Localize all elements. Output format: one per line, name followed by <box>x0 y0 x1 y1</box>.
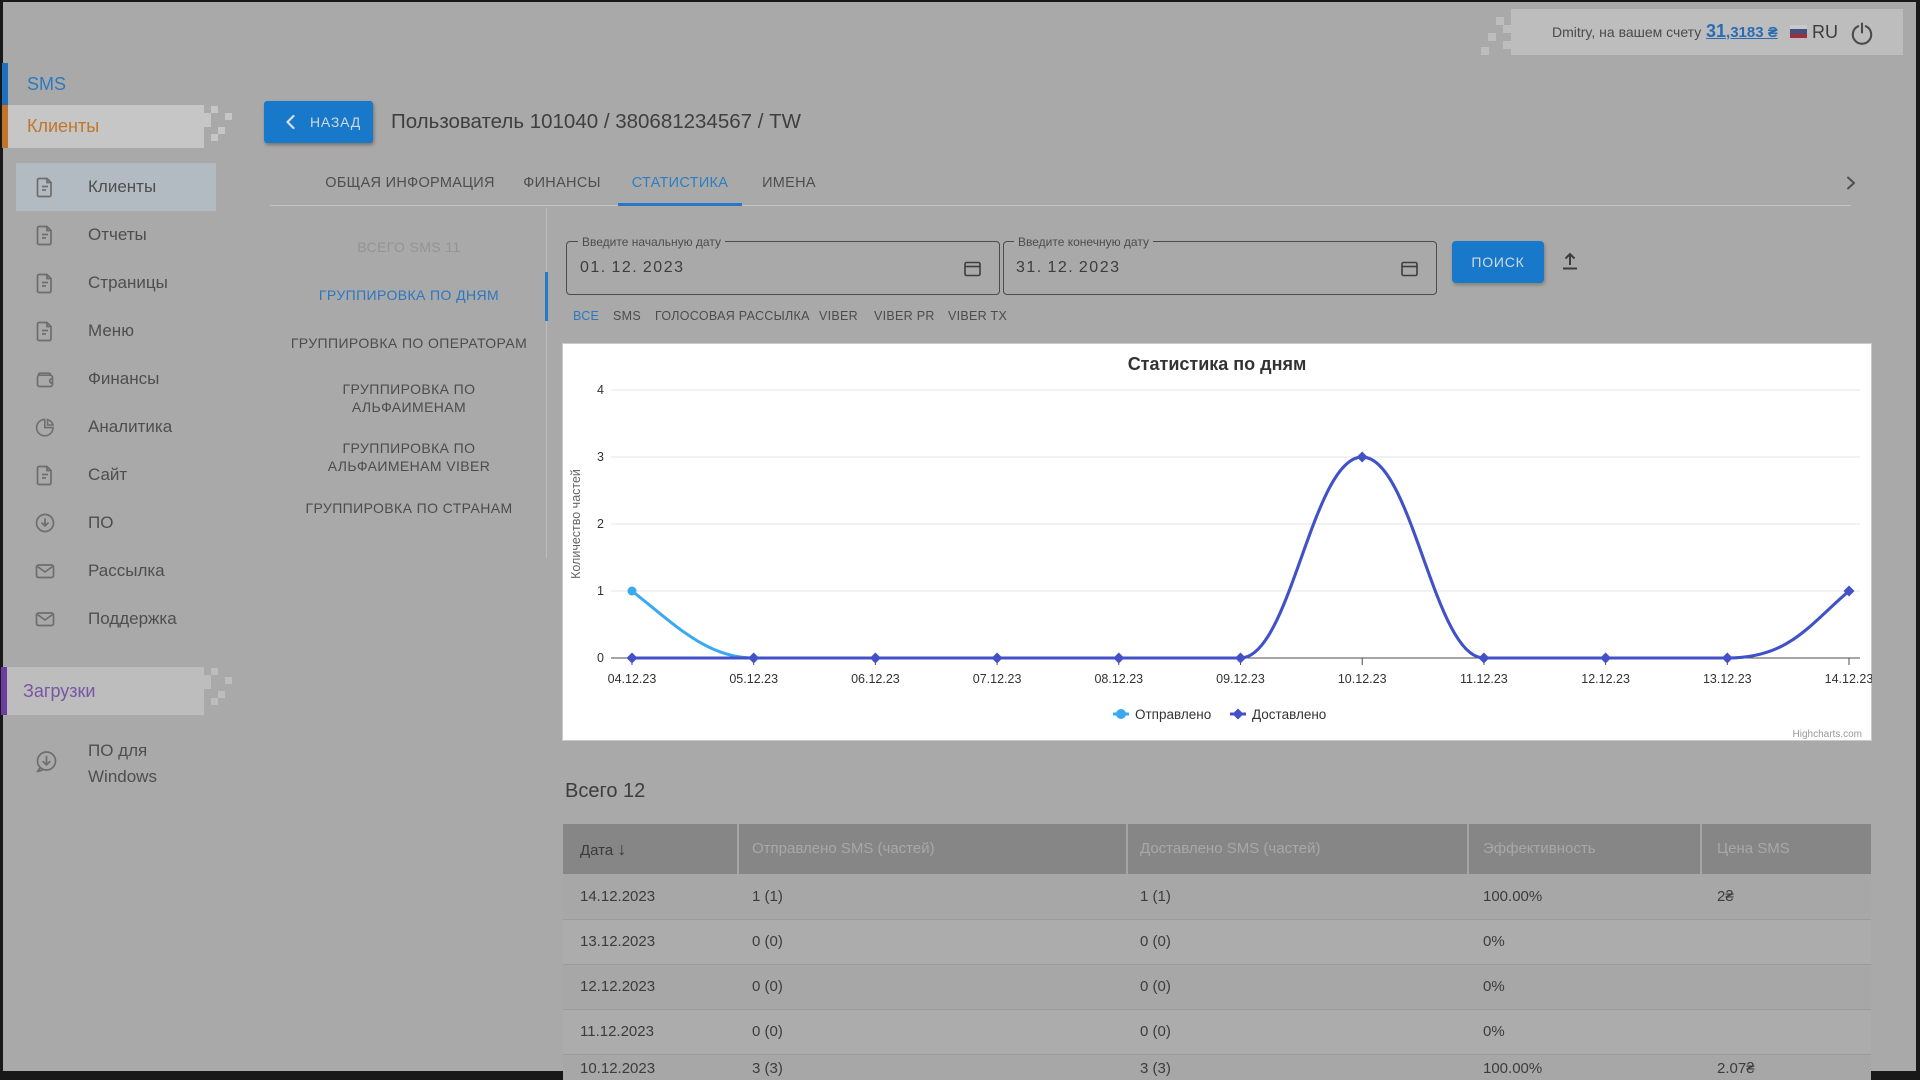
svg-text:10.12.23: 10.12.23 <box>1338 672 1387 686</box>
svg-text:07.12.23: 07.12.23 <box>973 672 1022 686</box>
svg-text:4: 4 <box>597 383 604 397</box>
svg-text:14.12.23: 14.12.23 <box>1825 672 1872 686</box>
svg-text:08.12.23: 08.12.23 <box>1094 672 1143 686</box>
svg-text:3: 3 <box>597 450 604 464</box>
svg-text:1: 1 <box>597 584 604 598</box>
svg-text:05.12.23: 05.12.23 <box>729 672 778 686</box>
svg-text:0: 0 <box>597 651 604 665</box>
svg-text:06.12.23: 06.12.23 <box>851 672 900 686</box>
svg-text:04.12.23: 04.12.23 <box>608 672 657 686</box>
svg-text:2: 2 <box>597 517 604 531</box>
svg-text:Доставлено: Доставлено <box>1252 707 1326 722</box>
svg-text:13.12.23: 13.12.23 <box>1703 672 1752 686</box>
svg-text:09.12.23: 09.12.23 <box>1216 672 1265 686</box>
svg-text:12.12.23: 12.12.23 <box>1581 672 1630 686</box>
svg-text:Отправлено: Отправлено <box>1135 707 1211 722</box>
svg-text:11.12.23: 11.12.23 <box>1460 672 1508 686</box>
svg-text:Количество частей: Количество частей <box>569 469 583 579</box>
svg-text:Highcharts.com: Highcharts.com <box>1793 729 1862 740</box>
svg-text:Статистика по дням: Статистика по дням <box>1128 354 1307 374</box>
